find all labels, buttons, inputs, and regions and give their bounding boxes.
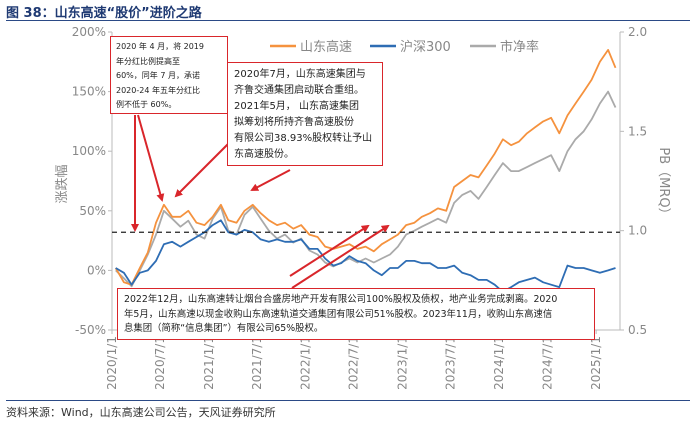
annotation-arrow: [174, 139, 233, 198]
x-tick-label: 2023/1/1: [395, 336, 409, 390]
annotation-arrows: [131, 114, 390, 289]
annotation-arrow: [291, 224, 390, 289]
y2-tick-label: 1.5: [628, 124, 647, 138]
x-tick-label: 2023/7/1: [443, 336, 457, 390]
x-tick-label: 2020/7/1: [153, 336, 167, 390]
x-tick-label: 2022/1/1: [299, 336, 313, 390]
annotation-divestiture: 2022年12月，山东高速转让烟台合盛房地产开发有限公司100%股权及债权，地产…: [117, 288, 595, 340]
footer-divider: [6, 400, 690, 401]
y-tick-label: 150%: [72, 85, 106, 99]
annotation-restructure-text: 2020年7月，山东高速集团与 齐鲁交通集团启动联合重组。 2021年5月， 山…: [234, 69, 373, 160]
annotation-arrow: [137, 114, 165, 202]
title-divider: [6, 20, 690, 21]
right-axis-ticks: 2.0 1.5 1.0 0.5: [620, 25, 647, 337]
annotation-divestiture-text: 2022年12月，山东高速转让烟台合盛房地产开发有限公司100%股权及债权，地产…: [124, 294, 558, 334]
x-tick-label: 2021/7/1: [250, 336, 264, 390]
x-axis-ticks: 2020/1/1 2020/7/1 2021/1/1 2021/7/1 2022/1/1…: [105, 330, 603, 390]
y2-tick-label: 1.0: [628, 224, 647, 238]
series-layer: [114, 49, 617, 293]
annotation-arrow: [289, 224, 370, 277]
x-tick-label: 2020/1/1: [105, 336, 119, 390]
legend-label: 沪深300: [400, 39, 451, 55]
figure-title: 图 38：山东高速“股价”进阶之路: [6, 6, 202, 21]
x-tick-label: 2021/1/1: [202, 336, 216, 390]
legend-label: 山东高速: [300, 39, 352, 55]
series-line-1: [115, 219, 616, 293]
series-line-0: [114, 49, 617, 286]
x-tick-label: 2024/1/1: [492, 336, 506, 390]
y-tick-label: 50%: [79, 204, 106, 218]
legend-label: 市净率: [500, 39, 539, 55]
y2-tick-label: 0.5: [628, 323, 647, 337]
y-tick-label: 100%: [72, 144, 106, 158]
x-tick-label: 2025/1/1: [589, 336, 603, 390]
annotation-arrow: [250, 169, 291, 191]
x-tick-label: 2022/7/1: [347, 336, 361, 390]
y-tick-label: 200%: [72, 25, 106, 39]
annotation-dividend-text: 2020 年 4 月，将 2019 年分红比例提高至 60%，同年 7 月，承诺…: [116, 42, 204, 109]
annotation-dividend: 2020 年 4 月，将 2019 年分红比例提高至 60%，同年 7 月，承诺…: [110, 36, 228, 114]
y-axis-label: 涨跌幅: [54, 164, 70, 203]
legend: 山东高速 沪深300 市净率: [270, 39, 539, 55]
y-tick-label: 0%: [87, 263, 106, 277]
left-axis-ticks: 200% 150% 100% 50% 0% -50%: [72, 25, 112, 337]
y2-tick-label: 2.0: [628, 25, 647, 39]
y-tick-label: -50%: [75, 323, 106, 337]
source-note: 资料来源：Wind，山东高速公司公告，天风证券研究所: [6, 406, 276, 419]
annotation-restructure: 2020年7月，山东高速集团与 齐鲁交通集团启动联合重组。 2021年5月， 山…: [227, 62, 383, 166]
y2-axis-label: PB（MRQ）: [656, 147, 671, 220]
x-tick-label: 2024/7/1: [540, 336, 554, 390]
